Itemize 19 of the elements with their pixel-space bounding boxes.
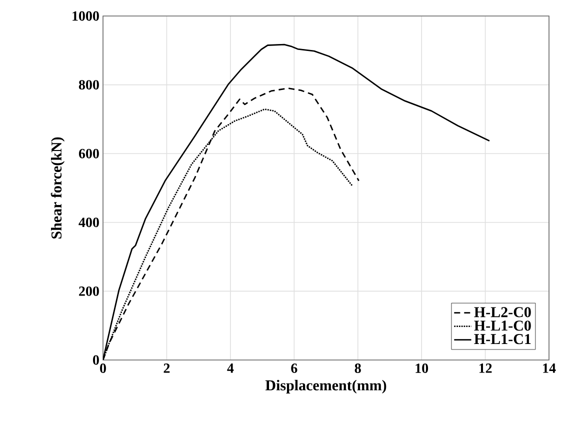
y-tick-label: 800 — [78, 80, 99, 90]
y-tick-label: 400 — [78, 218, 99, 228]
y-tick-label: 600 — [78, 148, 99, 158]
y-axis-title: Shear force(kN) — [50, 137, 65, 239]
x-tick-label: 6 — [291, 364, 298, 373]
x-tick-label: 12 — [479, 364, 492, 373]
legend-label: H-L2-C0 — [474, 307, 531, 318]
legend-label: H-L1-C0 — [474, 320, 531, 331]
y-tick-label: 0 — [93, 355, 99, 365]
y-tick-label: 1000 — [72, 11, 99, 21]
x-tick-label: 0 — [100, 364, 106, 373]
x-axis-title: Displacement(mm) — [265, 380, 386, 394]
x-tick-label: 8 — [354, 364, 361, 373]
y-tick-label: 200 — [79, 286, 99, 296]
legend-label: H-L1-C1 — [474, 334, 531, 344]
x-tick-label: 14 — [543, 364, 556, 373]
x-tick-label: 10 — [416, 364, 428, 373]
x-tick-label: 2 — [164, 364, 170, 373]
x-tick-label: 4 — [227, 364, 234, 373]
